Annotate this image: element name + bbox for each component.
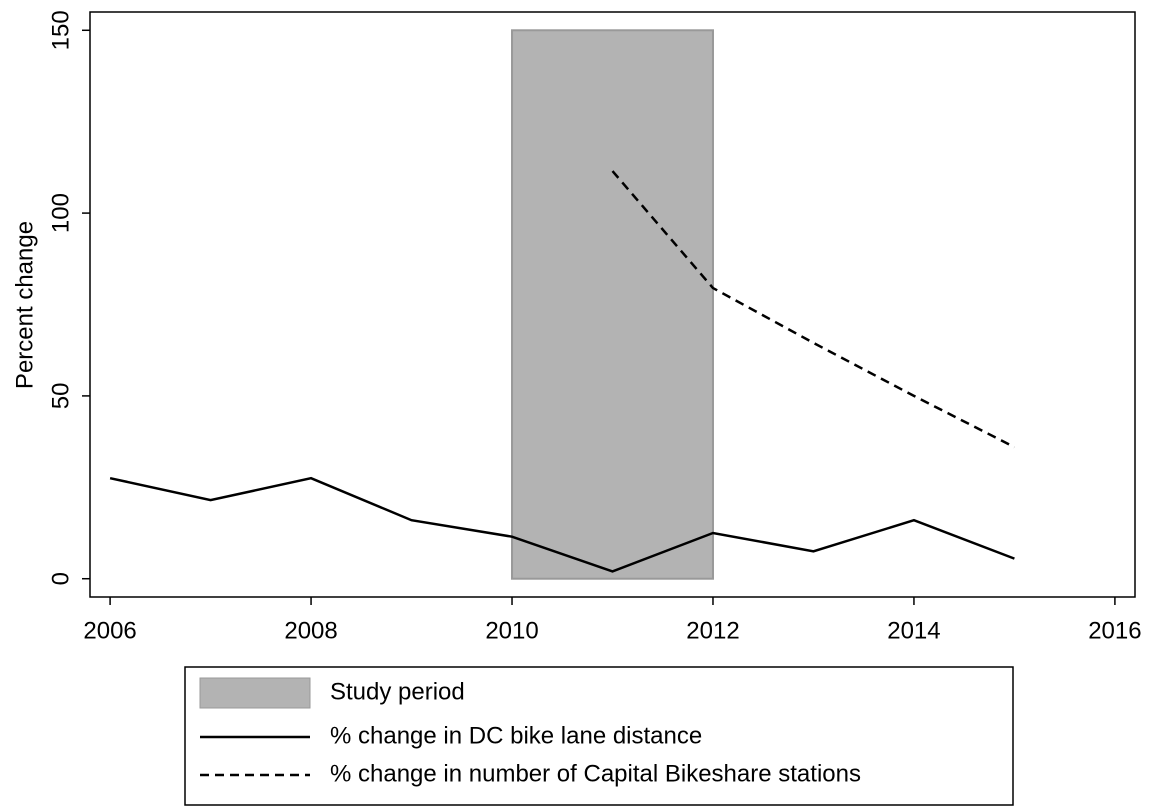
y-tick-label: 100 — [47, 193, 74, 233]
x-tick-label: 2008 — [284, 617, 337, 644]
y-axis-label: Percent change — [11, 221, 38, 389]
x-tick-label: 2016 — [1088, 617, 1141, 644]
legend-label: % change in number of Capital Bikeshare … — [330, 760, 861, 787]
x-tick-label: 2006 — [83, 617, 136, 644]
y-tick-label: 150 — [47, 10, 74, 50]
legend-box — [184, 666, 1014, 806]
plot-frame — [89, 11, 1136, 598]
legend-label: Study period — [330, 678, 465, 705]
x-tick-label: 2010 — [485, 617, 538, 644]
x-tick-label: 2014 — [887, 617, 940, 644]
legend-label: % change in DC bike lane distance — [330, 722, 702, 749]
x-tick-label: 2012 — [686, 617, 739, 644]
study-period — [511, 29, 714, 580]
legend-swatch — [199, 677, 311, 709]
series-line — [109, 476, 1015, 573]
y-tick-label: 50 — [47, 383, 74, 410]
y-tick-label: 0 — [47, 572, 74, 585]
